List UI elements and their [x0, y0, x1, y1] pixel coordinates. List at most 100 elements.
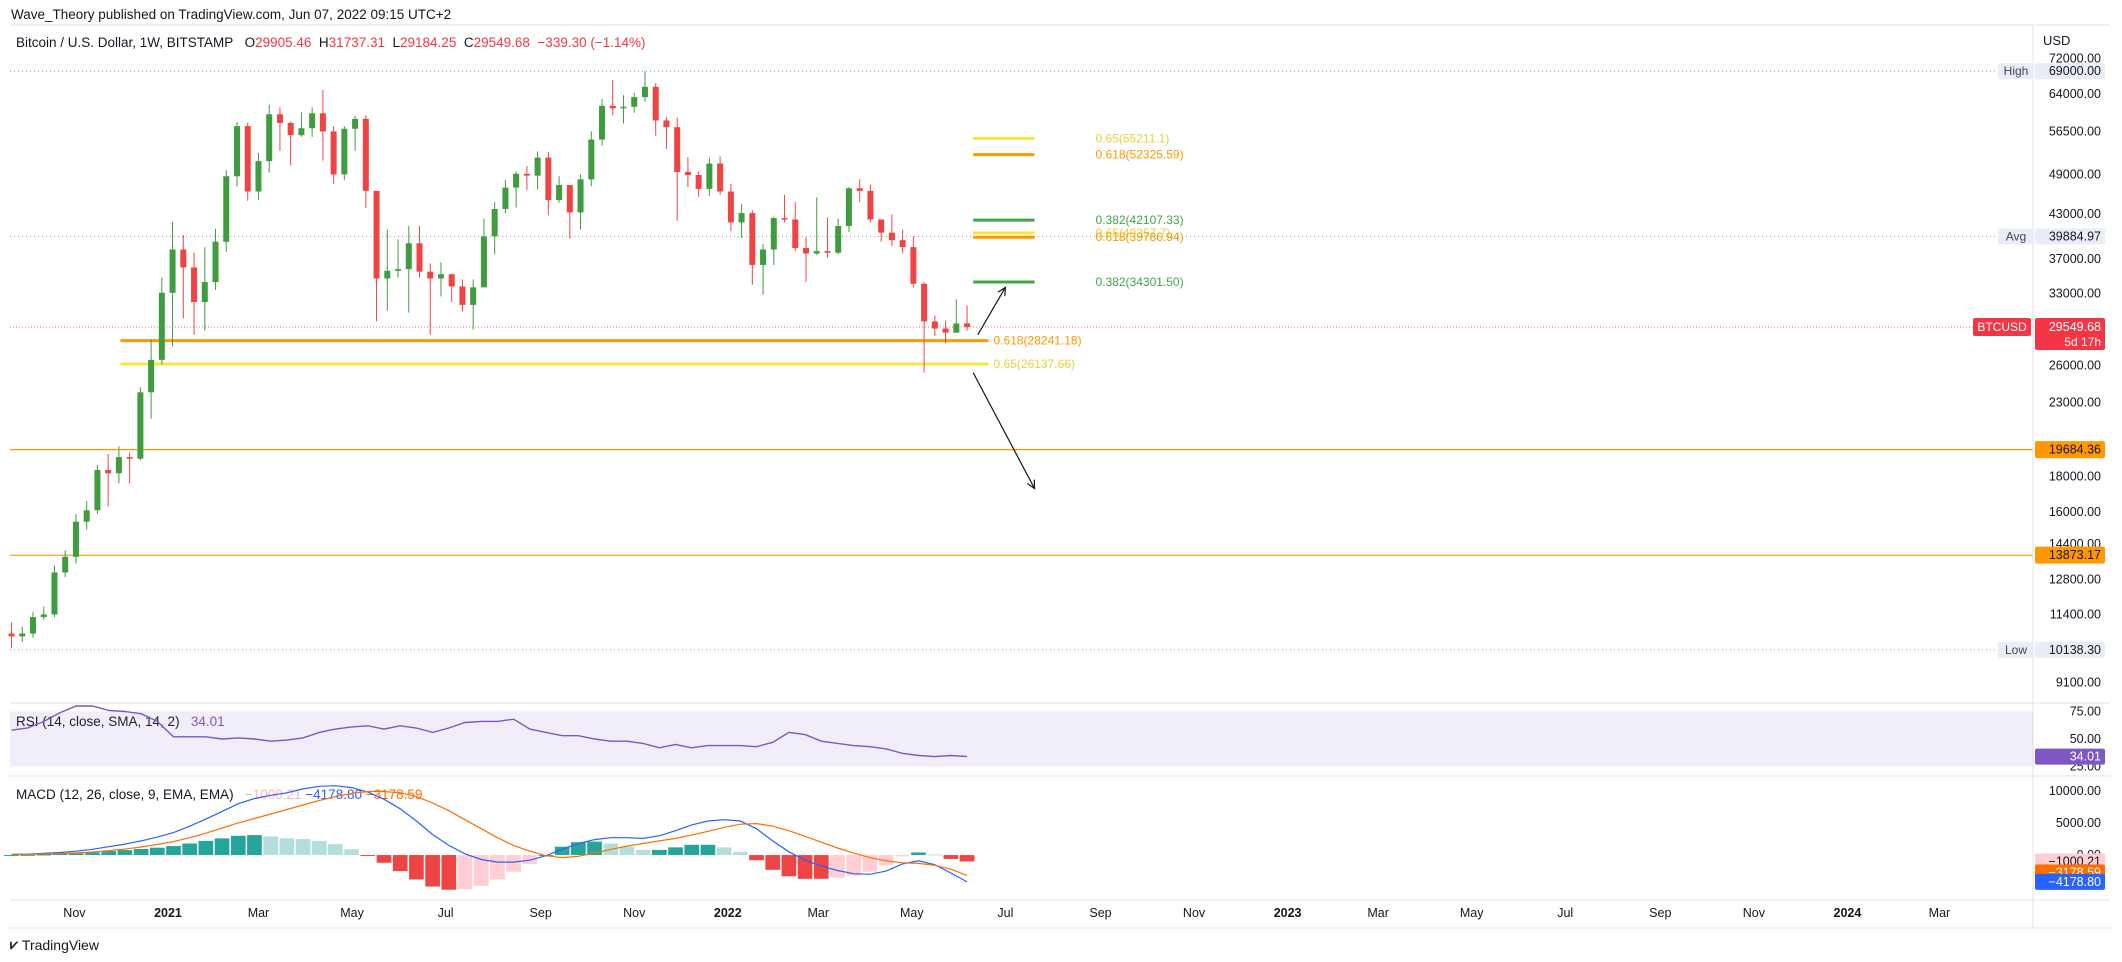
candle-body — [513, 173, 520, 188]
rsi-badge — [2035, 748, 2105, 765]
candle — [899, 229, 906, 254]
time-tick-label: 2021 — [154, 906, 182, 920]
candle-body — [191, 267, 198, 303]
price-tick-label: 33000.00 — [2049, 287, 2101, 301]
price-tick-label: 9100.00 — [2056, 675, 2101, 689]
high-value-badge — [2035, 63, 2105, 80]
countdown-text: 5d 17h — [2064, 335, 2101, 349]
macd-hist-bar — [700, 844, 716, 856]
macd-signal-value: −3178.59 — [365, 787, 423, 802]
candle — [126, 452, 133, 484]
candle — [545, 151, 552, 216]
candle — [137, 387, 144, 461]
avg-tag-label: Avg — [2006, 230, 2026, 244]
candle-body — [588, 139, 595, 180]
price-tick-label: 16000.00 — [2049, 505, 2101, 519]
candle-body — [352, 118, 359, 129]
price-tick-label: 43000.00 — [2049, 207, 2101, 221]
macd-hist-bar — [311, 840, 327, 856]
candle-body — [631, 97, 638, 107]
macd-hist-bar — [230, 835, 246, 856]
candle-body — [835, 225, 842, 253]
rsi-line — [11, 705, 968, 758]
symbol-legend: Bitcoin / U.S. Dollar, 1W, BITSTAMP O299… — [16, 35, 646, 50]
macd-hist-bar — [214, 838, 230, 856]
time-tick-label: Nov — [63, 906, 86, 920]
candle-body — [148, 359, 155, 393]
candle — [502, 179, 509, 214]
macd-hist-bar — [85, 852, 100, 856]
candle-body — [266, 114, 273, 162]
candle — [781, 194, 788, 223]
level2-badge — [2035, 546, 2105, 564]
candle — [888, 214, 895, 247]
macd-tick-label: 10000.00 — [2049, 784, 2101, 798]
macd-label: MACD (12, 26, close, 9, EMA, EMA) — [16, 787, 234, 802]
candle — [760, 244, 767, 295]
candle-body — [523, 173, 530, 176]
fib-level-label: 0.65(40357.7) — [1096, 226, 1171, 240]
macd-signal-line — [11, 790, 968, 877]
candle-body — [72, 521, 79, 557]
candle — [674, 117, 681, 221]
candle — [599, 99, 606, 146]
candle-body — [180, 249, 187, 268]
candle — [717, 156, 724, 195]
candle — [556, 176, 563, 203]
macd-hist-bar — [4, 855, 19, 857]
candle — [620, 95, 627, 124]
macd-hist-bar — [344, 849, 359, 856]
high-tag-label: High — [2004, 64, 2029, 78]
macd-hist-bar — [166, 846, 181, 856]
macd-line — [11, 785, 968, 883]
candle — [684, 157, 691, 187]
projection-arrow — [972, 372, 1034, 489]
time-tick-label: Sep — [530, 906, 552, 920]
candle-body — [169, 249, 176, 293]
low-value-text: 10138.30 — [2049, 643, 2101, 657]
macd-hist-bar — [36, 854, 52, 856]
candle-body — [942, 328, 949, 333]
high-label: H — [318, 35, 329, 50]
rsi-label: RSI (14, close, SMA, 14, 2) — [16, 714, 180, 729]
time-tick-label: Nov — [1183, 906, 1206, 920]
candle-body — [534, 157, 541, 176]
candle — [352, 115, 359, 151]
candle-body — [395, 269, 402, 271]
macd-badge-text: −4178.80 — [2049, 875, 2102, 889]
candle-body — [491, 208, 498, 237]
candle — [609, 79, 616, 116]
candle-body — [137, 392, 144, 459]
fib-level-label: 0.618(39786.94) — [1096, 230, 1184, 244]
candle-body — [760, 249, 767, 265]
candle — [964, 305, 971, 331]
candle-body — [899, 240, 906, 248]
candle-body — [287, 122, 294, 136]
candle-body — [727, 191, 734, 223]
candle — [212, 228, 219, 291]
tradingview-brand[interactable]: ⩗ TradingView — [10, 936, 99, 953]
candle-body — [856, 188, 863, 191]
ticker-badge-text: BTCUSD — [1977, 320, 2027, 334]
brand-label: TradingView — [21, 936, 99, 953]
candle — [480, 218, 487, 288]
fib-level-label: 0.382(42107.33) — [1096, 213, 1184, 227]
candle-body — [330, 131, 337, 175]
candle — [191, 252, 198, 335]
macd-hist-bar — [862, 855, 878, 872]
candle-body — [105, 469, 112, 474]
macd-hist-bar — [473, 855, 489, 886]
time-tick-label: Mar — [248, 906, 270, 920]
time-tick-label: May — [900, 906, 924, 920]
candle-body — [910, 247, 917, 284]
level2-badge-text: 13873.17 — [2049, 548, 2101, 562]
macd-badge — [2035, 873, 2105, 890]
macd-hist-bar — [198, 840, 214, 856]
macd-hist-bar — [911, 852, 926, 856]
price-tick-label: 11400.00 — [2050, 607, 2101, 621]
candle-body — [427, 271, 434, 279]
candle — [427, 263, 434, 335]
candle — [566, 185, 573, 239]
candle — [233, 121, 240, 187]
